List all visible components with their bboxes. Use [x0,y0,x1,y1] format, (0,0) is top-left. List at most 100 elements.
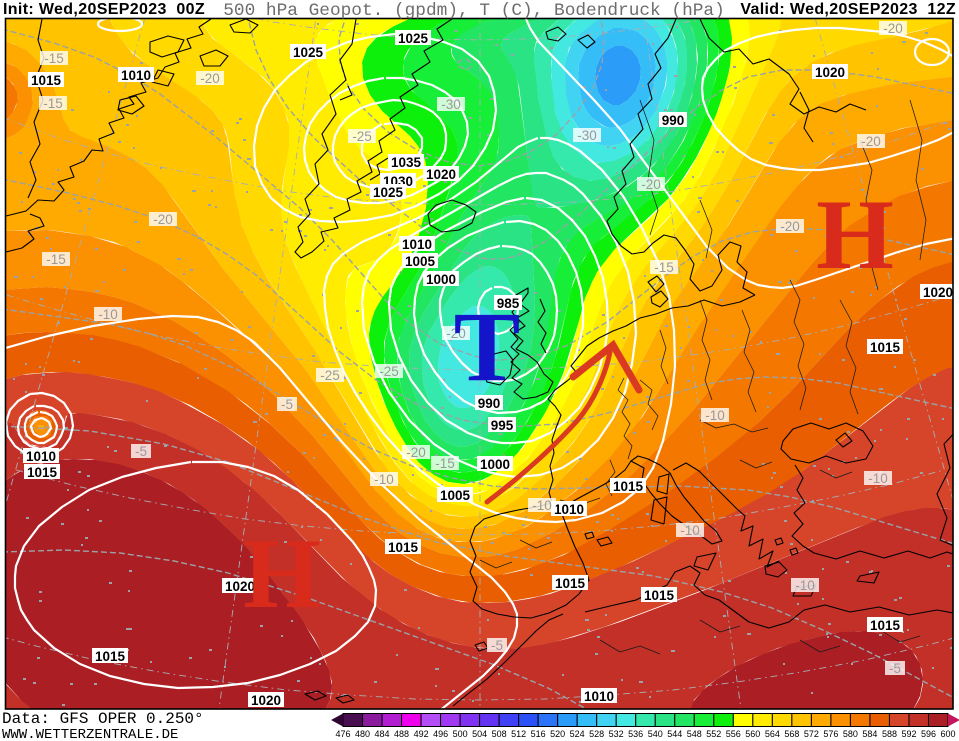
svg-text:1015: 1015 [870,340,901,355]
svg-text:-10: -10 [98,307,118,322]
svg-text:500: 500 [453,729,468,739]
svg-text:-25: -25 [352,129,372,144]
svg-text:492: 492 [414,729,429,739]
svg-text:548: 548 [687,729,702,739]
svg-text:536: 536 [628,729,643,739]
svg-text:1010: 1010 [402,237,432,252]
svg-text:1010: 1010 [584,689,614,704]
svg-text:568: 568 [784,729,799,739]
svg-text:544: 544 [667,729,682,739]
svg-text:1015: 1015 [95,649,126,664]
svg-text:552: 552 [706,729,721,739]
svg-text:1000: 1000 [480,457,510,472]
svg-text:1015: 1015 [27,465,58,480]
svg-text:-20: -20 [200,71,220,86]
svg-text:1015: 1015 [870,618,901,633]
svg-text:592: 592 [901,729,916,739]
svg-text:-20: -20 [446,326,466,341]
svg-text:990: 990 [662,113,685,128]
svg-text:-15: -15 [43,96,63,111]
svg-text:496: 496 [433,729,448,739]
svg-text:584: 584 [862,729,877,739]
svg-text:1015: 1015 [644,588,675,603]
svg-text:572: 572 [804,729,819,739]
svg-text:-10: -10 [532,498,552,513]
svg-text:1010: 1010 [26,449,56,464]
svg-text:1020: 1020 [426,167,456,182]
svg-text:596: 596 [921,729,936,739]
svg-text:-30: -30 [577,128,597,143]
svg-text:-20: -20 [780,219,800,234]
svg-text:-20: -20 [406,445,426,460]
svg-text:488: 488 [394,729,409,739]
svg-text:T: T [454,291,521,402]
svg-text:-10: -10 [868,471,888,486]
svg-text:-5: -5 [889,661,901,676]
svg-text:Init: Wed,20SEP2023 00Z: Init: Wed,20SEP2023 00Z [3,1,205,18]
svg-text:1005: 1005 [440,488,471,503]
svg-text:500 hPa Geopot. (gpdm), T (C),: 500 hPa Geopot. (gpdm), T (C), Bodendruc… [223,1,725,21]
svg-text:-20: -20 [883,21,903,36]
svg-text:-15: -15 [44,51,64,66]
svg-text:-10: -10 [680,523,700,538]
svg-text:1020: 1020 [923,285,953,300]
svg-text:484: 484 [374,729,389,739]
svg-text:-25: -25 [320,368,340,383]
svg-text:-15: -15 [46,252,66,267]
svg-text:WWW.WETTERZENTRALE.DE: WWW.WETTERZENTRALE.DE [2,727,178,741]
svg-text:-10: -10 [705,408,725,423]
svg-text:-5: -5 [281,397,293,412]
svg-text:1020: 1020 [251,693,281,708]
svg-text:1015: 1015 [613,479,644,494]
svg-text:504: 504 [472,729,487,739]
svg-text:Valid: Wed,20SEP2023 12Z: Valid: Wed,20SEP2023 12Z [740,1,956,18]
svg-text:-20: -20 [641,177,661,192]
svg-text:1020: 1020 [225,579,255,594]
svg-text:516: 516 [531,729,546,739]
svg-text:1005: 1005 [405,254,436,269]
svg-text:1025: 1025 [293,45,324,60]
svg-text:520: 520 [550,729,565,739]
svg-text:995: 995 [491,418,514,433]
svg-text:1010: 1010 [121,68,151,83]
svg-text:1015: 1015 [555,576,586,591]
svg-text:476: 476 [335,729,350,739]
svg-text:580: 580 [843,729,858,739]
svg-text:-10: -10 [795,578,815,593]
svg-text:1035: 1035 [391,155,422,170]
svg-text:508: 508 [492,729,507,739]
svg-text:528: 528 [589,729,604,739]
svg-text:H: H [243,518,321,629]
svg-text:1015: 1015 [31,73,62,88]
svg-text:1020: 1020 [815,65,845,80]
svg-text:-25: -25 [379,364,399,379]
svg-text:1000: 1000 [426,272,456,287]
svg-text:-15: -15 [654,260,674,275]
svg-text:588: 588 [882,729,897,739]
svg-text:600: 600 [940,729,955,739]
svg-text:1025: 1025 [373,185,404,200]
svg-text:480: 480 [355,729,370,739]
svg-text:576: 576 [823,729,838,739]
svg-text:-5: -5 [491,638,503,653]
svg-text:1010: 1010 [554,502,584,517]
svg-text:-15: -15 [435,456,455,471]
svg-text:512: 512 [511,729,526,739]
svg-text:1025: 1025 [398,31,429,46]
svg-text:560: 560 [745,729,760,739]
svg-text:-30: -30 [441,97,461,112]
svg-text:-20: -20 [153,212,173,227]
svg-text:-5: -5 [135,444,147,459]
svg-text:524: 524 [570,729,585,739]
svg-text:564: 564 [765,729,780,739]
svg-text:1015: 1015 [388,540,419,555]
svg-text:556: 556 [726,729,741,739]
svg-text:985: 985 [497,296,520,311]
svg-text:H: H [816,179,894,290]
svg-text:990: 990 [478,396,501,411]
svg-text:-10: -10 [374,472,394,487]
svg-text:Data: GFS OPER 0.250°: Data: GFS OPER 0.250° [2,710,204,728]
svg-text:532: 532 [609,729,624,739]
svg-text:-20: -20 [861,134,881,149]
svg-text:540: 540 [648,729,663,739]
